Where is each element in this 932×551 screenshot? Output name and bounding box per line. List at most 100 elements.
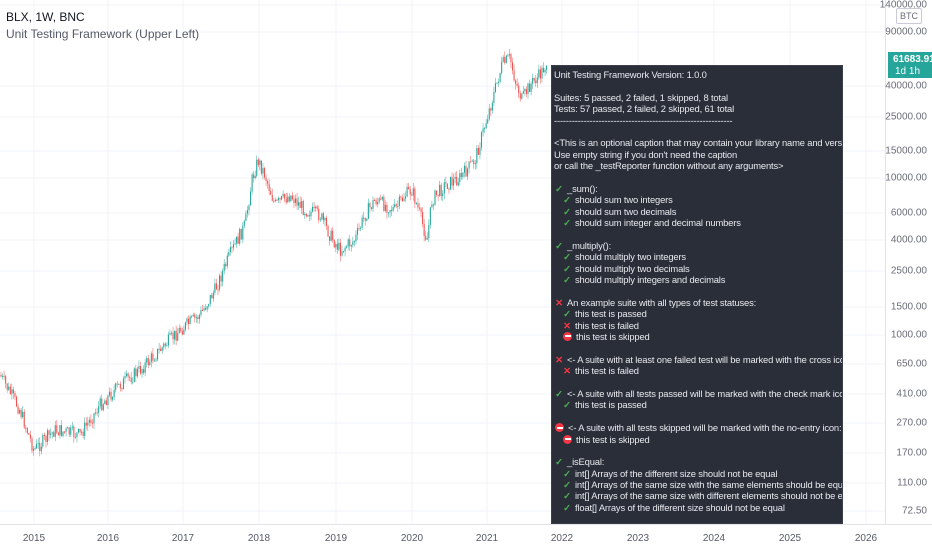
candle-body: [91, 422, 93, 424]
report-line: [554, 285, 842, 296]
candle-body: [375, 200, 377, 205]
candle-body: [59, 425, 61, 436]
candle-body: [203, 308, 205, 311]
candle-body: [358, 228, 360, 230]
report-line: <- A suite with all tests skipped will b…: [554, 422, 842, 433]
candle-body: [370, 207, 372, 209]
candle-body: [516, 83, 518, 86]
candle-body: [81, 431, 83, 433]
candle-body: [33, 448, 35, 451]
candle-body: [277, 198, 279, 201]
candle-body: [48, 430, 50, 435]
candle-body: [335, 243, 337, 248]
candle-body: [31, 438, 33, 451]
candle-body: [1, 375, 4, 377]
report-line: ✓ int[] Arrays of the same size with diff…: [554, 490, 842, 501]
candle-body: [459, 173, 461, 183]
candle-body: [501, 61, 503, 74]
candle-body: [141, 369, 143, 374]
candle-body: [440, 184, 442, 197]
time-axis[interactable]: 2015 2016 2017 2018 2019 2020 2021 2022 2023 2024…: [0, 524, 932, 551]
candle-body: [406, 186, 408, 197]
candle-body: [200, 309, 202, 315]
report-line-text: should multiply two integers: [575, 251, 686, 263]
candle-body: [436, 190, 438, 195]
report-line: ✓ should multiply two integers: [554, 251, 842, 263]
report-line-text: _sum():: [567, 182, 598, 194]
candle-body: [467, 168, 469, 177]
candle-body: [490, 108, 492, 111]
symbol-title[interactable]: BLX, 1W, BNC: [6, 10, 85, 24]
candle-body: [29, 434, 31, 439]
candle-body: [434, 190, 436, 205]
report-line: ✕ this test is failed: [554, 319, 842, 331]
candle-body: [310, 211, 312, 217]
report-line: ✓ should sum integer and decimal numbers: [554, 217, 842, 228]
price-axis-label: 170.00: [896, 447, 927, 459]
report-line: ✓ <- A suite with all tests passed will b…: [554, 388, 842, 399]
report-line-text: should multiply integers and decimals: [575, 274, 726, 286]
report-line: ✓ should sum two integers: [554, 194, 842, 205]
cross-icon: ✕: [555, 296, 563, 308]
candle-body: [499, 73, 501, 82]
candle-body: [363, 217, 365, 219]
price-axis-label: 90000.00: [885, 26, 927, 38]
candle-body: [493, 91, 495, 103]
candle-body: [17, 406, 19, 414]
candle-body: [208, 304, 210, 307]
candle-body: [98, 406, 100, 413]
currency-badge[interactable]: BTC: [896, 8, 922, 24]
candle-body: [257, 159, 259, 165]
last-price-label: 61683.91 1d 1h: [888, 52, 932, 78]
candle-body: [536, 77, 538, 84]
candle-body: [546, 66, 548, 70]
candle-body: [211, 294, 213, 299]
candle-body: [273, 200, 275, 202]
price-axis-label: 110.00: [897, 477, 927, 489]
cross-icon: ✕: [555, 353, 563, 365]
price-axis-label: 4000.00: [890, 234, 927, 246]
candle-body: [153, 360, 155, 362]
candle-body: [518, 85, 520, 94]
candle-body: [522, 91, 524, 94]
candle-body: [146, 358, 148, 363]
candle-body: [223, 263, 225, 271]
candle-body: [219, 275, 221, 290]
candle-body: [387, 212, 390, 214]
candle-body: [201, 309, 204, 311]
candle-body: [463, 165, 465, 173]
candle-body: [184, 322, 186, 330]
indicator-title[interactable]: Unit Testing Framework (Upper Left): [6, 27, 200, 41]
time-axis-label: 2018: [247, 533, 271, 544]
candle-body: [462, 172, 464, 178]
cross-icon: ✕: [563, 319, 571, 331]
candle-body: [366, 218, 368, 221]
candle-body: [487, 119, 489, 124]
candle-body: [150, 353, 152, 362]
candle-body: [488, 108, 490, 120]
candle-body: [507, 55, 509, 57]
candle-body: [157, 348, 159, 360]
candle-body: [143, 369, 145, 373]
candle-body: [232, 244, 235, 248]
time-axis-label: 2023: [626, 533, 650, 544]
report-line: this test is skipped: [554, 331, 842, 342]
candle-body: [62, 431, 64, 436]
report-line-text: this test is failed: [575, 319, 639, 331]
candle-body: [194, 314, 196, 318]
price-axis-label: 72.50: [901, 505, 927, 517]
candle-body: [524, 89, 526, 92]
candle-body: [6, 383, 8, 390]
candle-body: [374, 200, 376, 202]
candle-body: [449, 176, 452, 190]
report-line: ✓ should sum two decimals: [554, 206, 842, 217]
time-axis-label: 2025: [778, 533, 802, 544]
candle-body: [225, 263, 227, 267]
price-axis[interactable]: 140000.00 90000.00 40000.00 25000.00 15000.0…: [880, 0, 932, 524]
candle-body: [45, 436, 47, 442]
candle-body: [360, 227, 362, 229]
candle-body: [169, 333, 171, 335]
candle-body: [177, 333, 179, 341]
chart-area[interactable]: BLX, 1W, BNC Unit Testing Framework (Upp…: [0, 0, 885, 524]
no-entry-icon: [563, 331, 572, 341]
